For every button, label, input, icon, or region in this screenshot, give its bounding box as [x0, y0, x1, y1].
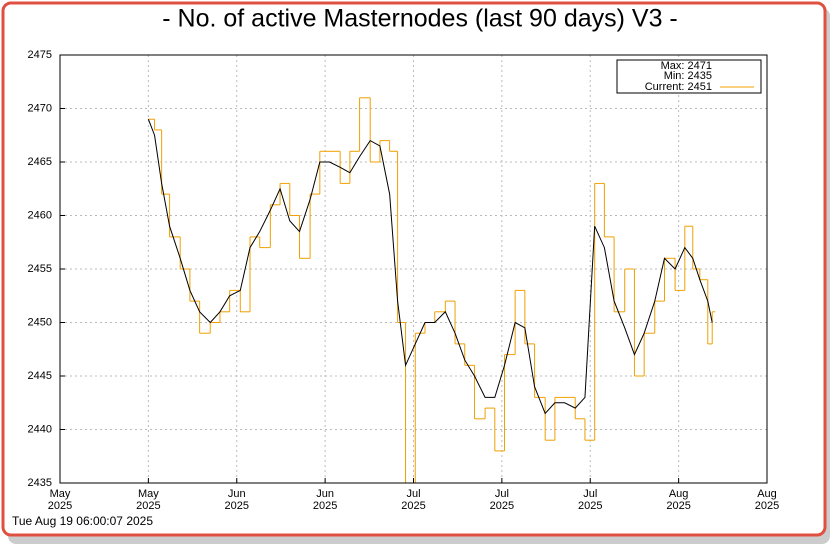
x-tick-label: May 2025 [48, 488, 72, 512]
x-tick-label: Jul 2025 [401, 488, 425, 512]
chart-title: - No. of active Masternodes (last 90 day… [162, 5, 678, 33]
x-tick-label: Aug 2025 [755, 488, 779, 512]
y-tick-label: 2440 [28, 423, 52, 435]
y-tick-label: 2470 [28, 102, 52, 114]
y-tick-label: 2455 [28, 263, 52, 275]
timestamp: Tue Aug 19 06:00:07 2025 [12, 514, 153, 528]
smooth-line [147, 119, 713, 415]
y-tick-label: 2435 [28, 477, 52, 489]
legend-max: Max: 2471 [661, 60, 712, 72]
x-tick-label: Jun 2025 [313, 488, 337, 512]
y-tick-label: 2475 [28, 49, 52, 61]
x-tick-label: Jun 2025 [225, 488, 249, 512]
x-tick-label: May 2025 [136, 488, 160, 512]
legend-min: Min: 2435 [664, 70, 712, 82]
frame [1, 1, 827, 537]
legend-current: Current: 2451 [645, 81, 712, 93]
y-tick-label: 2460 [28, 209, 52, 221]
x-tick-label: Aug 2025 [666, 488, 690, 512]
y-tick-label: 2465 [28, 156, 52, 168]
x-tick-label: Jul 2025 [578, 488, 602, 512]
x-tick-label: Jul 2025 [490, 488, 514, 512]
y-tick-label: 2445 [28, 370, 52, 382]
plot-border [59, 54, 768, 484]
y-tick-label: 2450 [28, 316, 52, 328]
